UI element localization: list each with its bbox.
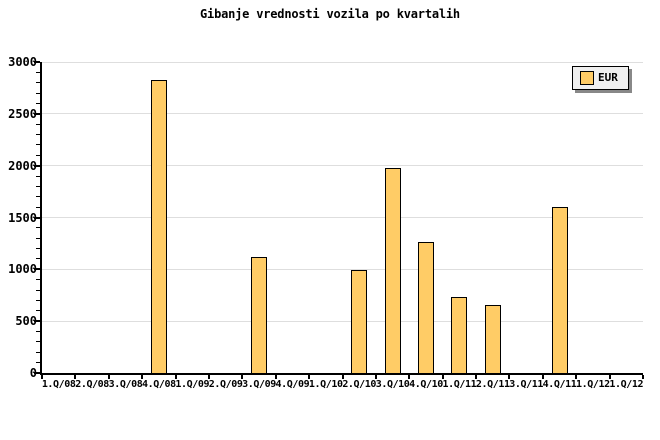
y-axis-minor-tick — [36, 362, 40, 364]
x-axis-tick — [174, 375, 177, 379]
y-axis-minor-tick — [36, 154, 40, 156]
x-axis-tick-label: 3.Q/09 — [242, 379, 276, 390]
y-axis-major-tick — [34, 61, 40, 63]
y-axis-tick-label: 500 — [15, 314, 37, 329]
x-axis-tick — [642, 375, 644, 379]
y-axis-minor-tick — [36, 331, 40, 333]
x-axis-tick-label: 4.Q/10 — [409, 379, 443, 390]
bar — [551, 207, 568, 373]
y-axis-tick-label: 1000 — [8, 262, 37, 277]
x-axis-tick — [107, 375, 110, 379]
x-axis-tick-label: 1.Q/11 — [442, 379, 477, 390]
bar — [484, 305, 501, 373]
y-axis-major-tick — [34, 268, 40, 271]
x-axis-tick — [608, 375, 611, 379]
y-axis-minor-tick — [36, 351, 40, 353]
x-axis-tick — [374, 375, 377, 379]
y-axis-minor-tick — [36, 196, 40, 198]
y-axis-minor-tick — [36, 299, 40, 301]
y-axis-minor-tick — [36, 227, 40, 229]
x-axis-tick — [207, 375, 210, 379]
bar — [351, 270, 368, 373]
x-axis-tick-label: 2.Q/11 — [475, 379, 510, 390]
y-axis-minor-tick — [36, 82, 40, 84]
y-axis-major-tick — [34, 320, 40, 323]
y-axis-tick-label: 1500 — [8, 210, 37, 225]
x-axis-tick — [41, 375, 43, 379]
y-axis-minor-tick — [36, 289, 40, 291]
x-axis-tick-label: 1.Q/12 — [609, 379, 644, 390]
x-axis-tick-label: 1.Q/12 — [576, 379, 610, 390]
y-axis-minor-tick — [36, 92, 40, 94]
gridline — [42, 165, 643, 167]
gridline — [42, 217, 643, 218]
y-axis-minor-tick — [36, 144, 40, 146]
x-axis-tick — [508, 375, 511, 379]
y-axis-line — [40, 62, 42, 375]
y-axis-major-tick — [34, 112, 40, 115]
y-axis-tick-label: 3000 — [8, 55, 37, 69]
y-axis-tick-label: 2000 — [8, 158, 37, 173]
legend-eur-label: EUR — [598, 71, 618, 84]
x-axis-tick-label: 2.Q/08 — [75, 379, 109, 390]
x-axis-tick-label: 1.Q/10 — [308, 379, 343, 390]
x-axis-tick — [541, 375, 544, 379]
y-axis-tick-label: 0 — [29, 366, 37, 380]
y-axis-minor-tick — [36, 134, 40, 136]
y-axis-major-tick — [34, 216, 40, 219]
gridline — [42, 320, 643, 322]
x-axis-tick — [475, 375, 478, 379]
x-axis-tick-label: 1.Q/09 — [175, 379, 210, 390]
x-axis-tick — [308, 375, 311, 379]
x-axis-tick-label: 3.Q/10 — [375, 379, 410, 390]
x-axis-tick — [241, 375, 244, 379]
y-axis-minor-tick — [36, 175, 40, 177]
y-axis-minor-tick — [36, 237, 40, 239]
bar — [417, 242, 434, 373]
gridline — [42, 61, 643, 63]
x-axis-tick-label: 1.Q/08 — [41, 379, 76, 390]
y-axis-minor-tick — [36, 258, 40, 260]
x-axis-tick-label: 4.Q/08 — [141, 379, 176, 390]
x-axis-line — [40, 373, 643, 375]
chart-title: Gibanje vrednosti vozila po kvartalih — [200, 7, 460, 21]
bar — [384, 167, 401, 373]
x-axis-tick-label: 3.Q/11 — [509, 379, 543, 390]
x-axis-tick — [408, 375, 411, 379]
legend-eur-swatch-icon — [580, 71, 594, 85]
x-axis-tick — [441, 375, 444, 379]
y-axis-minor-tick — [36, 279, 40, 281]
x-axis-tick-label: 4.Q/09 — [275, 379, 310, 390]
y-axis-major-tick — [34, 372, 40, 374]
y-axis-minor-tick — [36, 123, 40, 125]
y-axis-major-tick — [34, 164, 40, 167]
bar — [251, 256, 268, 373]
gridline — [42, 268, 643, 270]
x-axis-tick-label: 3.Q/08 — [108, 379, 143, 390]
x-axis-tick — [575, 375, 578, 379]
x-axis-tick — [341, 375, 344, 379]
bar — [451, 297, 468, 373]
y-axis-minor-tick — [36, 206, 40, 208]
y-axis-minor-tick — [36, 185, 40, 187]
bar — [150, 79, 167, 373]
y-axis-minor-tick — [36, 310, 40, 312]
x-axis-tick-label: 4.Q/11 — [542, 379, 577, 390]
x-axis-tick — [274, 375, 277, 379]
gridline — [42, 113, 643, 115]
x-axis-tick — [74, 375, 77, 379]
y-axis-minor-tick — [36, 71, 40, 73]
x-axis-tick-label: 2.Q/09 — [208, 379, 243, 390]
x-axis-tick — [141, 375, 144, 379]
y-axis-minor-tick — [36, 248, 40, 250]
legend: EUR — [572, 66, 629, 90]
y-axis-minor-tick — [36, 102, 40, 104]
y-axis-tick-label: 2500 — [8, 106, 37, 121]
x-axis-tick-label: 2.Q/10 — [342, 379, 377, 390]
y-axis-minor-tick — [36, 341, 40, 343]
